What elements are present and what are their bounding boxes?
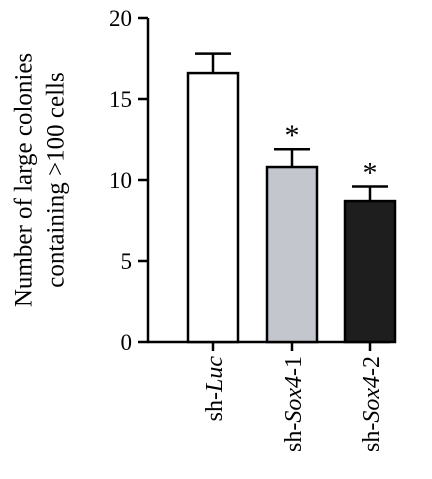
bar (186, 71, 240, 344)
y-tick-label: 5 (121, 249, 133, 274)
y-axis: 0 5 10 15 20 (109, 6, 150, 355)
y-tick-label: 10 (109, 168, 132, 193)
y-axis-title-line: Number of large colonies (11, 53, 38, 307)
y-tick-label: 20 (109, 6, 132, 31)
x-category-label: sh-Sox4-2 (359, 356, 385, 452)
category-prefix: sh- (281, 423, 307, 452)
significance-marker: * (363, 156, 378, 189)
category-gene-name: Luc (202, 356, 228, 393)
y-axis-title: Number of large colonies containing >100 … (11, 53, 70, 307)
x-category-label: sh-Luc (202, 356, 228, 422)
category-suffix: -1 (281, 356, 307, 376)
bar (265, 165, 319, 344)
y-axis-title-line: containing >100 cells (43, 72, 70, 287)
category-suffix: -2 (359, 356, 385, 376)
bar (343, 199, 397, 344)
category-gene-name: Sox4 (281, 376, 307, 423)
y-tick-label: 15 (109, 87, 132, 112)
significance-marker: * (285, 119, 300, 152)
category-gene-name: Sox4 (359, 376, 385, 423)
category-prefix: sh- (359, 423, 385, 452)
category-prefix: sh- (202, 392, 228, 421)
x-axis (147, 340, 390, 351)
bars: ** (186, 52, 397, 344)
x-category-label: sh-Sox4-1 (281, 356, 307, 452)
y-tick-label: 0 (121, 330, 133, 355)
